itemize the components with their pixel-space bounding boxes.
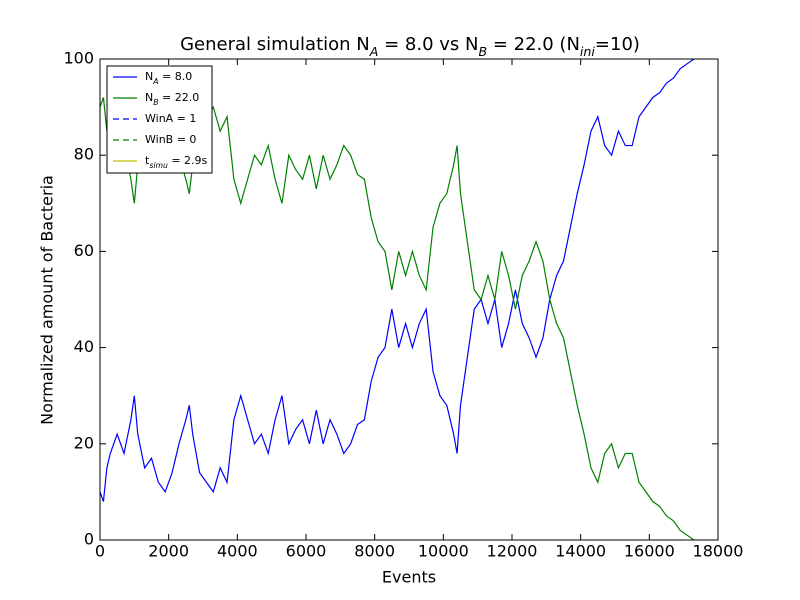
x-tick-label: 12000 — [487, 542, 538, 561]
legend-label: NB = 22.0 — [145, 91, 199, 107]
x-tick-label: 0 — [95, 542, 105, 561]
y-tick-label: 40 — [74, 337, 94, 356]
y-tick-label: 60 — [74, 241, 94, 260]
x-tick-label: 6000 — [286, 542, 327, 561]
x-tick-label: 14000 — [555, 542, 606, 561]
y-axis-label: Normalized amount of Bacteria — [38, 175, 57, 425]
y-tick-label: 20 — [74, 433, 94, 452]
x-tick-label: 10000 — [418, 542, 469, 561]
x-tick-label: 2000 — [148, 542, 189, 561]
x-tick-label: 8000 — [354, 542, 395, 561]
plot-frame — [99, 58, 719, 541]
x-tick-label: 4000 — [217, 542, 258, 561]
y-tick-label: 100 — [63, 49, 94, 68]
chart-title: General simulation NA = 8.0 vs NB = 22.0… — [180, 34, 640, 59]
x-tick-label: 16000 — [624, 542, 675, 561]
legend-label: WinA = 1 — [145, 112, 196, 125]
series-line — [99, 58, 695, 502]
series-line — [99, 97, 695, 541]
x-tick-label: 18000 — [693, 542, 744, 561]
x-axis-label: Events — [382, 568, 436, 587]
legend-label: WinB = 0 — [145, 133, 196, 146]
y-tick-label: 0 — [84, 530, 94, 549]
legend-box — [106, 65, 213, 174]
y-tick-label: 80 — [74, 145, 94, 164]
